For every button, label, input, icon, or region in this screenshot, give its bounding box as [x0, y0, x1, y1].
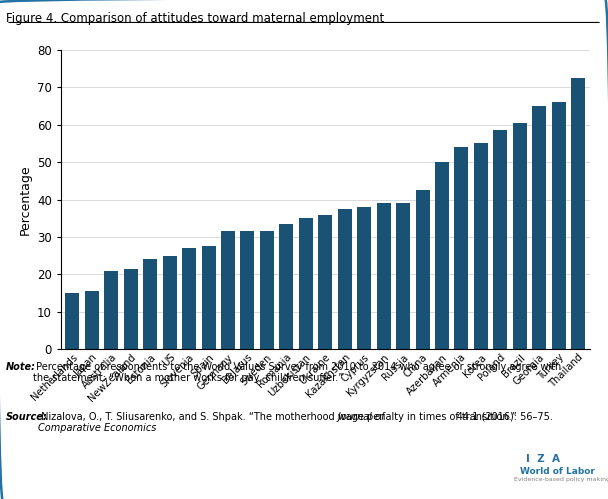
Bar: [474, 144, 488, 349]
Bar: [532, 106, 546, 349]
Text: Percentage of respondents to the World Values Survey from 2010 to 2014 who agree: Percentage of respondents to the World V…: [33, 362, 562, 383]
Bar: [376, 204, 390, 349]
Text: Journal of
Comparative Economics: Journal of Comparative Economics: [38, 412, 385, 433]
Bar: [105, 270, 119, 349]
Bar: [260, 232, 274, 349]
Bar: [318, 215, 333, 349]
Bar: [571, 78, 585, 349]
Text: I  Z  A: I Z A: [526, 454, 560, 464]
Text: Evidence-based policy making: Evidence-based policy making: [514, 477, 608, 482]
Bar: [513, 123, 527, 349]
Text: World of Labor: World of Labor: [520, 467, 595, 476]
Bar: [396, 204, 410, 349]
Bar: [221, 232, 235, 349]
Bar: [241, 232, 255, 349]
Bar: [415, 190, 429, 349]
Bar: [143, 259, 157, 349]
Bar: [551, 102, 565, 349]
Bar: [85, 291, 99, 349]
Text: Nizalova, O., T. Sliusarenko, and S. Shpak. “The motherhood wage penalty in time: Nizalova, O., T. Sliusarenko, and S. Shp…: [38, 412, 520, 422]
Bar: [493, 130, 507, 349]
Y-axis label: Percentage: Percentage: [18, 164, 32, 235]
Bar: [357, 207, 371, 349]
Text: 44:1 (2016): 56–75.: 44:1 (2016): 56–75.: [38, 412, 553, 422]
Text: Source:: Source:: [6, 412, 48, 422]
Bar: [299, 219, 313, 349]
Bar: [163, 256, 177, 349]
Bar: [124, 269, 138, 349]
Text: Figure 4. Comparison of attitudes toward maternal employment: Figure 4. Comparison of attitudes toward…: [6, 12, 384, 25]
Bar: [182, 249, 196, 349]
Text: Note:: Note:: [6, 362, 36, 372]
Bar: [280, 224, 294, 349]
Bar: [202, 247, 216, 349]
Bar: [454, 147, 468, 349]
Bar: [66, 293, 80, 349]
Bar: [337, 209, 351, 349]
Bar: [435, 162, 449, 349]
